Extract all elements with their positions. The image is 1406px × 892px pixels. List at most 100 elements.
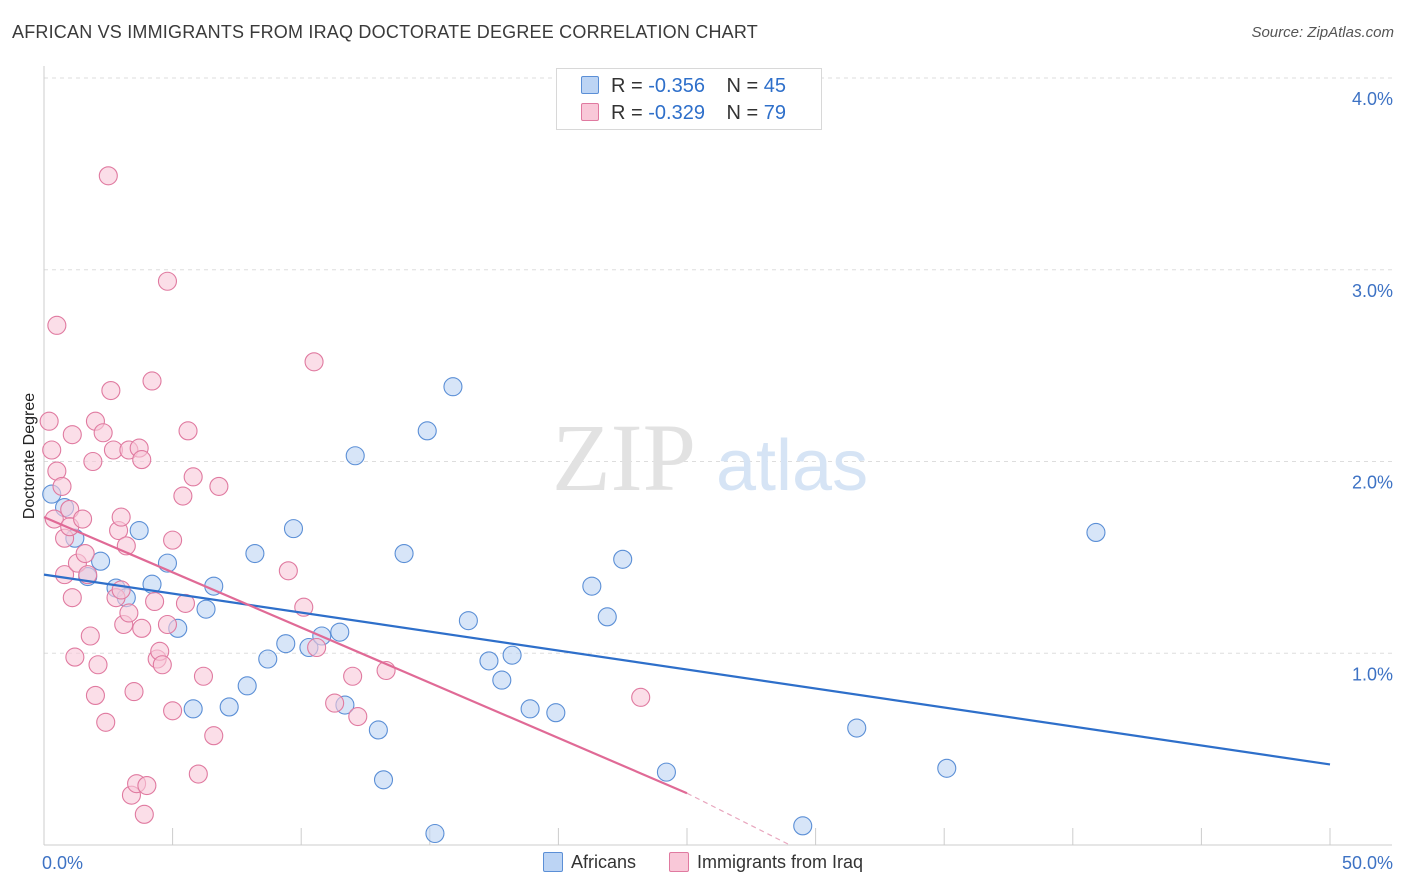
iraq-swatch — [581, 103, 599, 121]
data-point — [325, 693, 345, 713]
data-point — [631, 687, 651, 707]
data-point — [502, 645, 522, 665]
data-point — [78, 565, 98, 585]
data-point — [129, 520, 149, 541]
data-point — [492, 670, 512, 690]
data-point — [47, 315, 67, 335]
data-point — [157, 271, 178, 291]
africans-swatch — [581, 76, 599, 94]
data-point — [368, 720, 388, 740]
data-point — [73, 509, 93, 529]
watermark-atlas: atlas — [716, 426, 868, 506]
y-tick-label: 1.0% — [1352, 664, 1393, 684]
r-label: R = — [611, 75, 643, 97]
data-point — [394, 543, 414, 564]
data-point — [80, 626, 100, 646]
data-point — [613, 549, 633, 569]
africans-n-value: 45 — [763, 75, 787, 97]
africans-r-value: -0.356 — [648, 75, 705, 97]
data-point — [345, 446, 365, 466]
data-point — [417, 421, 437, 441]
data-point — [65, 647, 85, 667]
iraq-n-value: 79 — [763, 102, 787, 124]
data-point — [96, 712, 116, 732]
data-point — [101, 381, 121, 401]
data-point — [196, 599, 216, 619]
data-point — [62, 425, 82, 445]
data-point — [597, 607, 617, 627]
data-point — [132, 450, 152, 470]
data-point — [111, 580, 131, 600]
data-point — [425, 823, 445, 844]
data-point — [276, 634, 296, 654]
data-point — [258, 649, 278, 669]
data-point — [119, 603, 139, 623]
data-point — [307, 637, 327, 658]
data-point — [458, 611, 478, 631]
data-point — [163, 530, 183, 550]
data-point — [283, 519, 304, 539]
data-point — [85, 685, 105, 705]
gridlines — [44, 77, 1392, 654]
data-point — [204, 726, 224, 746]
legend-row-africans: R = -0.356 N = 45 — [581, 75, 786, 99]
data-point — [330, 622, 350, 642]
data-point — [656, 762, 676, 782]
data-point — [847, 718, 867, 738]
data-point — [175, 593, 196, 613]
data-point — [183, 699, 203, 719]
africans-legend-swatch — [542, 852, 563, 872]
data-point — [209, 476, 229, 496]
data-point — [443, 377, 463, 397]
data-point — [178, 421, 198, 441]
legend-item-iraq[interactable]: Immigrants from Iraq — [669, 852, 863, 873]
data-point — [157, 614, 178, 635]
correlation-legend: R = -0.356 N = 45 R = -0.329 N = 79 — [556, 68, 822, 130]
data-point — [219, 697, 239, 717]
data-point — [546, 703, 566, 723]
data-point — [132, 618, 152, 638]
data-point — [278, 561, 298, 581]
data-point — [83, 451, 103, 472]
iraq-r-value: -0.329 — [648, 102, 705, 124]
watermark: ZIP atlas — [552, 404, 868, 511]
data-point — [75, 543, 95, 564]
data-point — [937, 758, 957, 778]
data-point — [52, 476, 72, 496]
trend-line-extension — [686, 792, 791, 846]
data-point — [137, 776, 157, 796]
legend-item-africans[interactable]: Africans — [542, 852, 636, 873]
data-point — [98, 166, 118, 186]
data-point — [142, 371, 162, 391]
trend-line — [43, 516, 688, 795]
data-point — [193, 666, 214, 686]
data-point — [304, 352, 324, 372]
data-point — [39, 411, 59, 431]
data-point — [88, 655, 108, 675]
data-point — [245, 543, 265, 564]
iraq-legend-swatch — [669, 852, 689, 872]
n-label: N = — [726, 75, 759, 97]
y-tick-label: 3.0% — [1352, 281, 1393, 301]
data-point — [62, 588, 82, 608]
y-tick-label: 2.0% — [1352, 473, 1393, 493]
tick-labels: 1.0% 2.0% 3.0% 4.0% 0.0% 50.0% — [42, 89, 1393, 873]
data-point — [163, 701, 183, 721]
trend-lines — [43, 516, 1331, 846]
trend-line — [43, 573, 1331, 766]
r-label: R = — [611, 102, 643, 124]
data-point — [124, 682, 144, 702]
x-tick-label: 0.0% — [42, 853, 83, 873]
data-point — [348, 706, 368, 727]
legend-row-iraq: R = -0.329 N = 79 — [581, 102, 786, 126]
data-point — [111, 507, 131, 527]
n-label: N = — [726, 102, 759, 124]
y-tick-label: 4.0% — [1352, 89, 1393, 109]
data-point — [145, 591, 165, 612]
data-point — [188, 764, 208, 784]
data-point — [237, 676, 257, 696]
series-legend: Africans Immigrants from Iraq — [0, 852, 1406, 873]
data-point — [134, 804, 154, 824]
chart-title: AFRICAN VS IMMIGRANTS FROM IRAQ DOCTORAT… — [12, 22, 758, 42]
